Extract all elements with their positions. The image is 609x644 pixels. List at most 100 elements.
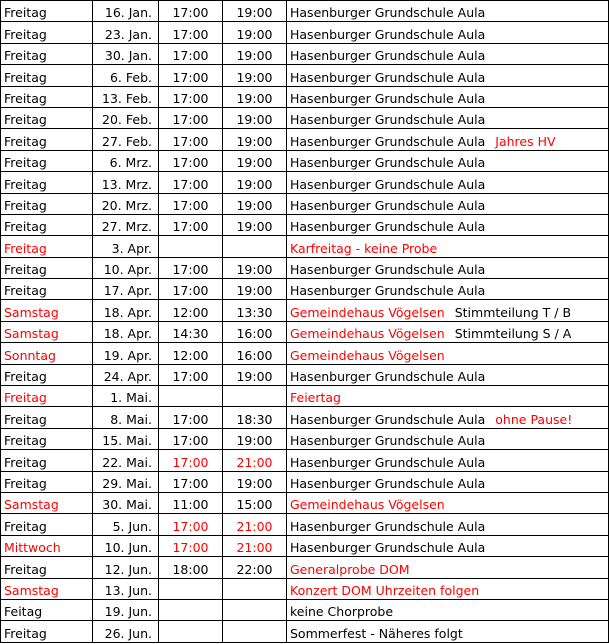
location-cell: Gemeindehaus Vögelsen Stimmteilung T / B bbox=[286, 299, 609, 322]
location-text: Gemeindehaus Vögelsen bbox=[290, 347, 445, 363]
location-text: Hasenburger Grundschule Aula bbox=[290, 369, 486, 385]
day-cell: Mittwoch bbox=[0, 534, 93, 558]
location-cell: Hasenburger Grundschule Aula bbox=[286, 470, 609, 493]
schedule-row: Samstag 13. Jun. Konzert DOM Uhrzeiten fol… bbox=[0, 577, 609, 600]
end-time-cell: 15:00 bbox=[222, 491, 287, 515]
end-time-cell: 16:00 bbox=[222, 342, 287, 365]
note-text: Jahres HV bbox=[495, 133, 556, 149]
schedule-row: Mittwoch 10. Jun. 17:00 21:00 Hasenburger Gr… bbox=[0, 534, 609, 558]
schedule-row: Freitag 5. Jun. 17:00 21:00 Hasenburger Grun… bbox=[0, 513, 609, 536]
date-cell: 30. Mai. bbox=[92, 491, 159, 515]
note-text: ohne Pause! bbox=[495, 411, 573, 427]
date-cell: 3. Apr. bbox=[92, 235, 159, 258]
date-cell: 10. Jun. bbox=[92, 534, 159, 558]
location-cell: Gemeindehaus Vögelsen bbox=[286, 491, 609, 515]
day-cell: Freitag bbox=[0, 406, 93, 429]
date-cell: 13. Jun. bbox=[92, 577, 159, 600]
location-cell: Hasenburger Grundschule Aula Jahres HV bbox=[286, 128, 609, 151]
end-time-cell: 19:00 bbox=[222, 85, 287, 108]
schedule-row: Freitag 30. Jan. 17:00 19:00 Hasenburger Gru… bbox=[0, 42, 609, 66]
location-cell: Hasenburger Grundschule Aula ohne Pause! bbox=[286, 406, 609, 429]
location-text: Hasenburger Grundschule Aula bbox=[290, 283, 486, 299]
location-text: Hasenburger Grundschule Aula bbox=[290, 262, 486, 278]
date-cell: 6. Feb. bbox=[92, 64, 159, 87]
end-time-cell: 19:00 bbox=[222, 427, 287, 451]
day-cell: Freitag bbox=[0, 42, 93, 66]
start-time-cell: 17:00 bbox=[158, 192, 223, 215]
schedule-row: Freitag 16. Jan. 17:00 19:00 Hasenburger Gru… bbox=[0, 0, 609, 23]
date-cell: 27. Feb. bbox=[92, 128, 159, 151]
end-time-cell: 19:00 bbox=[222, 256, 287, 280]
start-time-cell: 17:00 bbox=[158, 534, 223, 558]
schedule-row: Freitag 3. Apr. Karfreitag - keine Probe bbox=[0, 235, 609, 258]
note-text: Stimmteilung T / B bbox=[454, 304, 572, 320]
end-time-cell: 21:00 bbox=[222, 513, 287, 536]
date-cell: 5. Jun. bbox=[92, 513, 159, 536]
schedule-row: Freitag 15. Mai. 17:00 19:00 Hasenburger Gru… bbox=[0, 427, 609, 451]
location-text: Feiertag bbox=[290, 390, 341, 406]
schedule-row: Freitag 13. Mrz. 17:00 19:00 Hasenburger Gru… bbox=[0, 171, 609, 194]
location-text: Hasenburger Grundschule Aula bbox=[290, 26, 486, 42]
location-cell: Konzert DOM Uhrzeiten folgen bbox=[286, 577, 609, 600]
location-cell: Hasenburger Grundschule Aula bbox=[286, 149, 609, 173]
end-time-cell: 19:00 bbox=[222, 470, 287, 493]
day-cell: Freitag bbox=[0, 620, 93, 643]
end-time-cell: 19:00 bbox=[222, 171, 287, 194]
location-cell: Hasenburger Grundschule Aula bbox=[286, 42, 609, 66]
date-cell: 26. Jun. bbox=[92, 620, 159, 643]
location-cell: Hasenburger Grundschule Aula bbox=[286, 64, 609, 87]
start-time-cell: 17:00 bbox=[158, 171, 223, 194]
schedule-row: Freitag 24. Apr. 17:00 19:00 Hasenburger Gru… bbox=[0, 363, 609, 387]
start-time-cell: 17:00 bbox=[158, 449, 223, 472]
day-cell: Samstag bbox=[0, 491, 93, 515]
end-time-cell: 19:00 bbox=[222, 42, 287, 66]
location-cell: Hasenburger Grundschule Aula bbox=[286, 0, 609, 23]
location-cell: Hasenburger Grundschule Aula bbox=[286, 278, 609, 301]
schedule-row: Freitag 27. Mrz. 17:00 19:00 Hasenburger Gru… bbox=[0, 213, 609, 237]
start-time-cell: 17:00 bbox=[158, 106, 223, 130]
schedule-row: Freitag 23. Jan. 17:00 19:00 Hasenburger Gru… bbox=[0, 21, 609, 44]
day-cell: Samstag bbox=[0, 299, 93, 322]
location-cell: Hasenburger Grundschule Aula bbox=[286, 256, 609, 280]
start-time-cell: 17:00 bbox=[158, 0, 223, 23]
location-text: Konzert DOM Uhrzeiten folgen bbox=[290, 582, 480, 598]
schedule-row: Freitag 22. Mai. 17:00 21:00 Hasenburger Gru… bbox=[0, 449, 609, 472]
location-text: Hasenburger Grundschule Aula bbox=[290, 133, 486, 149]
location-cell: Hasenburger Grundschule Aula bbox=[286, 106, 609, 130]
location-cell: Hasenburger Grundschule Aula bbox=[286, 192, 609, 215]
day-cell: Freitag bbox=[0, 278, 93, 301]
date-cell: 10. Apr. bbox=[92, 256, 159, 280]
start-time-cell bbox=[158, 598, 223, 622]
end-time-cell: 22:00 bbox=[222, 556, 287, 579]
location-text: Hasenburger Grundschule Aula bbox=[290, 5, 486, 21]
date-cell: 19. Apr. bbox=[92, 342, 159, 365]
day-cell: Freitag bbox=[0, 0, 93, 23]
end-time-cell: 18:30 bbox=[222, 406, 287, 429]
schedule-row: Samstag 18. Apr. 12:00 13:30 Gemeindehaus Vö… bbox=[0, 299, 609, 322]
location-text: Hasenburger Grundschule Aula bbox=[290, 90, 486, 106]
day-cell: Freitag bbox=[0, 385, 93, 408]
schedule-row: Freitag 8. Mai. 17:00 18:30 Hasenburger Grun… bbox=[0, 406, 609, 429]
day-cell: Freitag bbox=[0, 235, 93, 258]
location-text: Gemeindehaus Vögelsen bbox=[290, 497, 445, 513]
location-text: Hasenburger Grundschule Aula bbox=[290, 176, 486, 192]
location-cell: Feiertag bbox=[286, 385, 609, 408]
location-text: Hasenburger Grundschule Aula bbox=[290, 475, 486, 491]
location-cell: Sommerfest - Näheres folgt bbox=[286, 620, 609, 643]
end-time-cell: 19:00 bbox=[222, 363, 287, 387]
day-cell: Freitag bbox=[0, 128, 93, 151]
location-cell: Hasenburger Grundschule Aula bbox=[286, 449, 609, 472]
end-time-cell: 19:00 bbox=[222, 0, 287, 23]
day-cell: Feitag bbox=[0, 598, 93, 622]
end-time-cell: 19:00 bbox=[222, 192, 287, 215]
end-time-cell: 19:00 bbox=[222, 106, 287, 130]
day-cell: Freitag bbox=[0, 192, 93, 215]
end-time-cell: 19:00 bbox=[222, 64, 287, 87]
location-text: Hasenburger Grundschule Aula bbox=[290, 155, 486, 171]
date-cell: 22. Mai. bbox=[92, 449, 159, 472]
location-text: Hasenburger Grundschule Aula bbox=[290, 219, 486, 235]
note-text: Stimmteilung S / A bbox=[454, 326, 572, 342]
location-cell: Hasenburger Grundschule Aula bbox=[286, 213, 609, 237]
end-time-cell: 21:00 bbox=[222, 534, 287, 558]
